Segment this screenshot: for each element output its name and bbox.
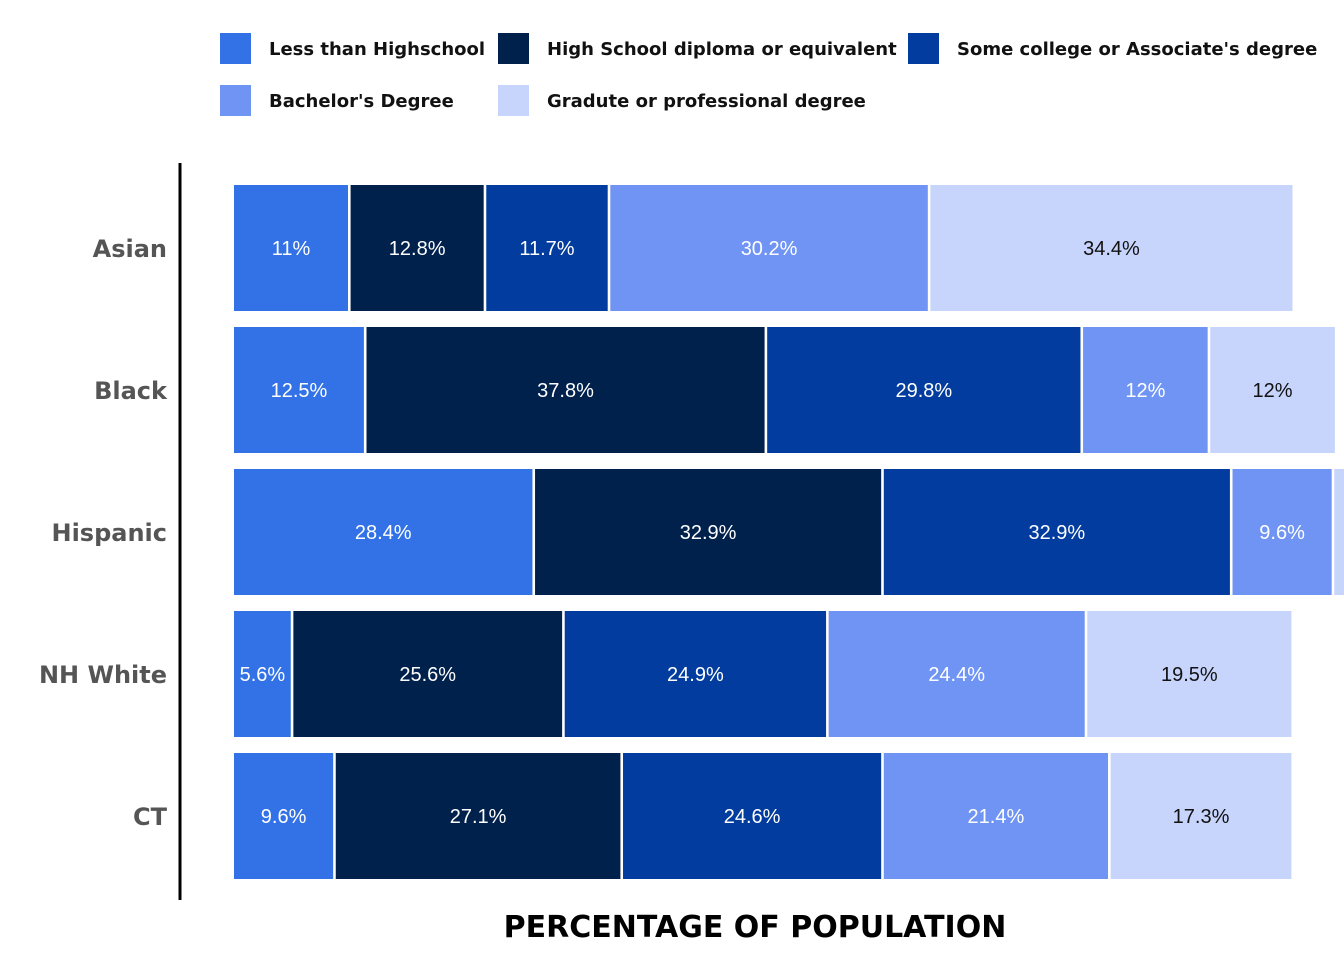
legend-swatch (220, 85, 251, 116)
data-label: 9.6% (261, 806, 307, 828)
bar-row-ct: 9.6% 27.1% 24.6% 21.4% 17.3% (234, 753, 1292, 879)
bar-nh-white-high-school-diploma-or-equivalent (293, 611, 563, 737)
data-label: 34.4% (1083, 238, 1140, 260)
data-label: 32.9% (680, 522, 737, 544)
data-label: 30.2% (741, 238, 798, 260)
data-label: 24.6% (724, 806, 781, 828)
bar-asian-bachelor-s-degree (610, 185, 928, 311)
bar-nh-white-some-college-or-associate-s-degree (564, 611, 827, 737)
category-label-black: Black (94, 377, 168, 405)
legend-swatch (498, 33, 529, 64)
category-labels: Asian Black Hispanic NH White CT (39, 235, 168, 831)
bar-ct-some-college-or-associate-s-degree (623, 753, 882, 879)
legend-label: Gradute or professional degree (547, 91, 866, 112)
bar-hispanic-some-college-or-associate-s-degree (883, 469, 1230, 595)
data-label: 12% (1125, 380, 1165, 402)
data-label: 27.1% (450, 806, 507, 828)
bar-ct-bachelor-s-degree (883, 753, 1109, 879)
data-label: 9.6% (1259, 522, 1305, 544)
data-label: 11% (272, 238, 311, 260)
bar-black-some-college-or-associate-s-degree (767, 327, 1081, 453)
legend-item-less-than-highschool: Less than Highschool (220, 33, 485, 64)
bar-row-asian: 11% 12.8% 11.7% 30.2% 34.4% (234, 185, 1293, 311)
bar-asian-high-school-diploma-or-equivalent (350, 185, 484, 311)
data-label: 5.6% (240, 664, 286, 686)
legend-label: Some college or Associate's degree (957, 39, 1317, 60)
legend: Less than Highschool High School diploma … (220, 33, 1317, 116)
data-label: 12.8% (389, 238, 446, 260)
bar-asian-gradute-or-professional-degree (930, 185, 1293, 311)
data-label: 24.4% (928, 664, 985, 686)
bar-asian-some-college-or-associate-s-degree (486, 185, 608, 311)
legend-label: Bachelor's Degree (269, 91, 454, 112)
bar-asian-less-than-highschool (234, 185, 348, 311)
legend-swatch (498, 85, 529, 116)
bar-black-bachelor-s-degree (1083, 327, 1208, 453)
bar-black-gradute-or-professional-degree (1210, 327, 1335, 453)
category-label-ct: CT (133, 803, 168, 831)
bar-black-high-school-diploma-or-equivalent (366, 327, 765, 453)
data-label: 32.9% (1028, 522, 1085, 544)
legend-label: Less than Highschool (269, 39, 485, 60)
bar-hispanic-gradute-or-professional-degree (1334, 469, 1344, 595)
bar-hispanic-less-than-highschool (234, 469, 533, 595)
bar-nh-white-less-than-highschool (234, 611, 291, 737)
legend-item-some-college-or-associate-s-degree: Some college or Associate's degree (908, 33, 1317, 64)
bar-ct-less-than-highschool (234, 753, 334, 879)
data-label: 21.4% (968, 806, 1025, 828)
data-label: 12% (1253, 380, 1293, 402)
data-label: 37.8% (537, 380, 594, 402)
category-label-asian: Asian (93, 235, 167, 263)
bar-nh-white-bachelor-s-degree (828, 611, 1085, 737)
data-label: 28.4% (355, 522, 412, 544)
bar-row-hispanic: 28.4%32.9%32.9%9.6%6.5% (234, 469, 1344, 595)
bar-row-nh-white: 5.6% 25.6% 24.9% 24.4% 19.5% (234, 611, 1292, 737)
data-label: 29.8% (895, 380, 952, 402)
bar-hispanic-bachelor-s-degree (1232, 469, 1332, 595)
data-label: 24.9% (667, 664, 724, 686)
bar-nh-white-gradute-or-professional-degree (1087, 611, 1292, 737)
data-label: 11.7% (519, 238, 574, 260)
bar-row-black: 12.5% 37.8% 29.8% 12% 12% (234, 327, 1335, 453)
data-label: 12.5% (271, 380, 328, 402)
bar-ct-high-school-diploma-or-equivalent (335, 753, 621, 879)
legend-label: High School diploma or equivalent (547, 39, 897, 60)
legend-item-high-school-diploma-or-equivalent: High School diploma or equivalent (498, 33, 897, 64)
data-label: 25.6% (399, 664, 456, 686)
category-label-nh-white: NH White (39, 661, 167, 689)
x-axis-title: PERCENTAGE OF POPULATION (504, 910, 1007, 945)
legend-swatch (220, 33, 251, 64)
category-label-hispanic: Hispanic (51, 519, 167, 547)
legend-item-gradute-or-professional-degree: Gradute or professional degree (498, 85, 866, 116)
bar-black-less-than-highschool (234, 327, 364, 453)
data-label: 17.3% (1173, 806, 1230, 828)
bar-hispanic-high-school-diploma-or-equivalent (535, 469, 882, 595)
legend-swatch (908, 33, 939, 64)
data-label: 19.5% (1161, 664, 1218, 686)
legend-item-bachelor-s-degree: Bachelor's Degree (220, 85, 454, 116)
bar-ct-gradute-or-professional-degree (1110, 753, 1292, 879)
bars: 11% 12.8% 11.7% 30.2% 34.4%12.5% 37.8% 29.8% 12… (234, 185, 1344, 879)
